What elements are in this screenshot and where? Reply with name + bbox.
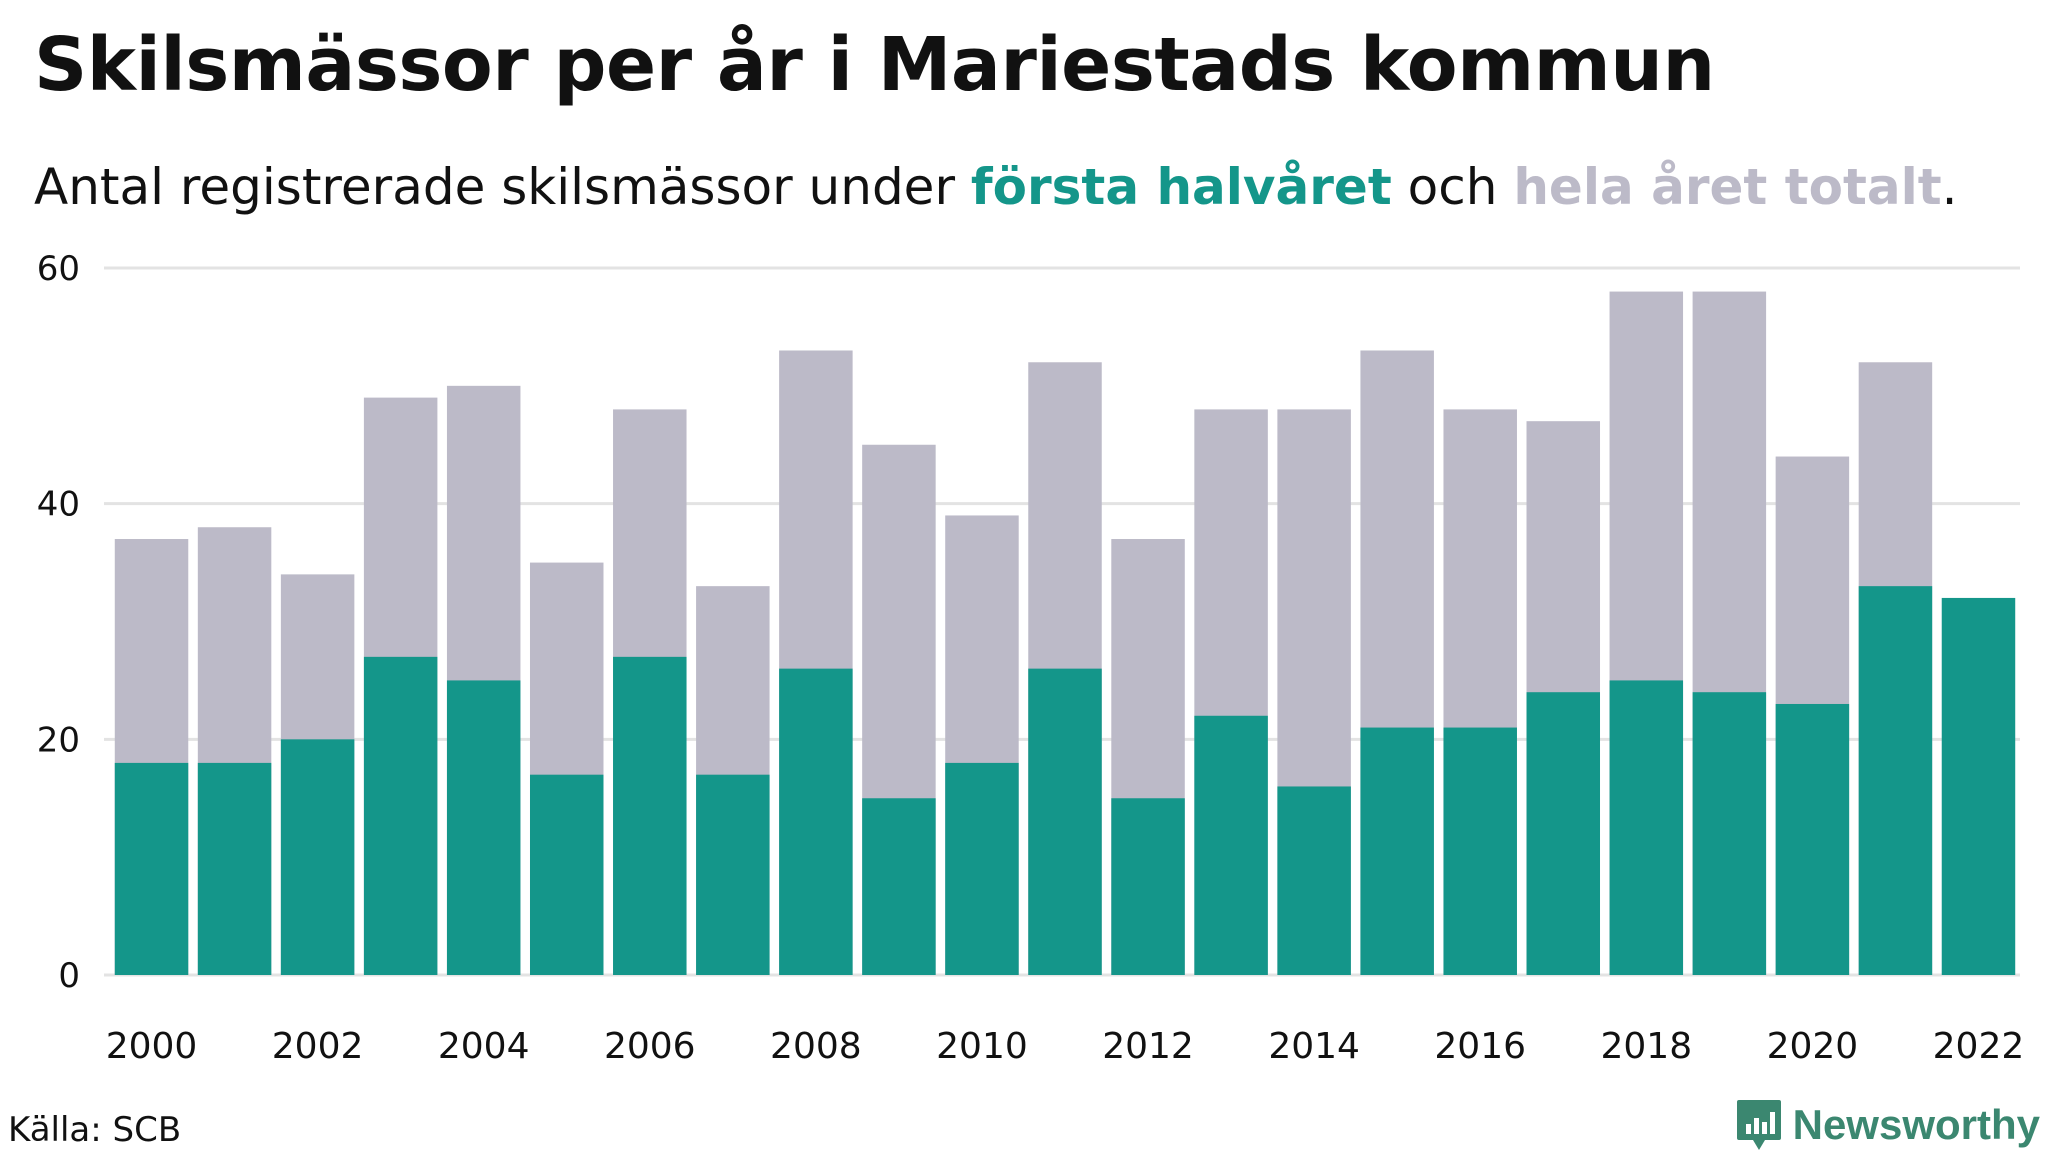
bar-first-half-2003 bbox=[363, 656, 438, 975]
subtitle-mid: och bbox=[1391, 158, 1514, 216]
chart-title: Skilsmässor per år i Mariestads kommun bbox=[34, 22, 1715, 108]
bar-first-half-2018 bbox=[1609, 680, 1684, 975]
brand-logo: Newsworthy bbox=[1735, 1098, 2040, 1152]
x-tick-label: 2002 bbox=[272, 1026, 364, 1067]
x-tick-label: 2018 bbox=[1600, 1026, 1692, 1067]
x-tick-label: 2010 bbox=[936, 1026, 1028, 1067]
bar-first-half-2012 bbox=[1111, 798, 1185, 975]
bar-first-half-2006 bbox=[613, 656, 687, 975]
brand-name: Newsworthy bbox=[1792, 1101, 2040, 1148]
bar-first-half-2002 bbox=[280, 739, 355, 975]
bar-first-half-2019 bbox=[1692, 692, 1767, 975]
y-tick-label: 40 bbox=[37, 485, 80, 525]
subtitle-total-label: hela året totalt bbox=[1513, 158, 1942, 216]
x-tick-label: 2016 bbox=[1434, 1026, 1526, 1067]
bar-first-half-2005 bbox=[529, 774, 604, 975]
bar-first-half-2021 bbox=[1858, 586, 1933, 975]
subtitle-suffix: . bbox=[1941, 158, 1958, 216]
bar-chart: 0 20 40 60 2000 2002 2004 2006 2008 2010 2012 2014 2… bbox=[37, 249, 2025, 1067]
subtitle-prefix: Antal registrerade skilsmässor under bbox=[34, 158, 971, 216]
bar-first-half-2013 bbox=[1194, 715, 1268, 975]
newsworthy-logo-icon bbox=[1736, 1100, 1781, 1150]
source-note: Källa: SCB bbox=[8, 1110, 182, 1150]
x-tick-label: 2008 bbox=[770, 1026, 862, 1067]
bar-first-half-2008 bbox=[779, 668, 853, 975]
bar-first-half-2017 bbox=[1526, 692, 1601, 975]
bar-first-half-2011 bbox=[1028, 668, 1102, 975]
y-tick-label: 0 bbox=[58, 956, 80, 996]
x-tick-label: 2012 bbox=[1102, 1026, 1194, 1067]
bar-first-half-2001 bbox=[197, 762, 272, 975]
bar-first-half-2014 bbox=[1277, 786, 1351, 975]
x-tick-label: 2000 bbox=[106, 1026, 198, 1067]
subtitle-first-half-label: första halvåret bbox=[970, 158, 1392, 216]
x-tick-label: 2004 bbox=[438, 1026, 530, 1067]
y-tick-label: 60 bbox=[37, 249, 80, 289]
x-tick-label: 2006 bbox=[604, 1026, 696, 1067]
x-tick-label: 2022 bbox=[1933, 1026, 2025, 1067]
bar-first-half-2010 bbox=[945, 762, 1019, 975]
bar-first-half-2000 bbox=[114, 762, 189, 975]
bar-first-half-2015 bbox=[1360, 727, 1434, 975]
bar-first-half-2022 bbox=[1941, 597, 2016, 975]
bar-first-half-2016 bbox=[1443, 727, 1517, 975]
bar-first-half-2020 bbox=[1775, 703, 1850, 975]
chart-subtitle: Antal registrerade skilsmässor under för… bbox=[34, 158, 1958, 216]
bar-first-half-2007 bbox=[696, 774, 770, 975]
x-tick-label: 2020 bbox=[1767, 1026, 1859, 1067]
x-tick-label: 2014 bbox=[1268, 1026, 1360, 1067]
y-tick-label: 20 bbox=[37, 720, 80, 760]
bar-first-half-2009 bbox=[862, 798, 936, 975]
bar-first-half-2004 bbox=[446, 680, 521, 975]
